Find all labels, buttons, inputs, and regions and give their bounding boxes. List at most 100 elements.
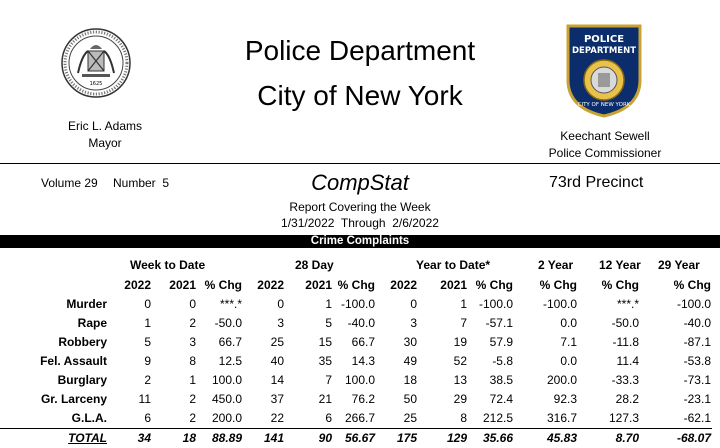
table-cell: -57.1 (468, 314, 514, 333)
row-label: Rape (0, 314, 108, 333)
total-cell: 90 (285, 429, 333, 448)
total-cell: 8.70 (578, 429, 640, 448)
total-cell: 45.83 (514, 429, 578, 448)
total-cell: 141 (243, 429, 285, 448)
group-week-to-date: Week to Date (130, 258, 205, 272)
table-cell: 72.4 (468, 390, 514, 409)
table-cell: 5 (285, 314, 333, 333)
row-label: G.L.A. (0, 409, 108, 429)
table-cell: 127.3 (578, 409, 640, 429)
table-cell: 11 (108, 390, 152, 409)
table-cell: -53.8 (640, 352, 712, 371)
precinct-label: 73rd Precinct (549, 174, 643, 192)
table-cell: 212.5 (468, 409, 514, 429)
table-cell: 66.7 (333, 333, 376, 352)
table-cell: 18 (376, 371, 418, 390)
sub-pct: % Chg (640, 276, 712, 295)
table-cell: 200.0 (514, 371, 578, 390)
table-cell: 100.0 (197, 371, 243, 390)
table-cell: -62.1 (640, 409, 712, 429)
svg-text:CITY OF NEW YORK: CITY OF NEW YORK (578, 102, 631, 108)
table-cell: 7.1 (514, 333, 578, 352)
table-cell: 2 (152, 314, 197, 333)
report-dates: 1/31/2022 Through 2/6/2022 (0, 216, 720, 231)
report-covering: Report Covering the Week (0, 200, 720, 215)
table-cell: 0.0 (514, 314, 578, 333)
total-cell: 88.89 (197, 429, 243, 448)
table-cell: -100.0 (640, 295, 712, 314)
table-cell: 15 (285, 333, 333, 352)
table-cell: 316.7 (514, 409, 578, 429)
table-cell: 3 (243, 314, 285, 333)
table-cell: -5.8 (468, 352, 514, 371)
table-cell: 11.4 (578, 352, 640, 371)
row-label: Murder (0, 295, 108, 314)
table-cell: -73.1 (640, 371, 712, 390)
row-label: Burglary (0, 371, 108, 390)
table-cell: 92.3 (514, 390, 578, 409)
table-cell: -23.1 (640, 390, 712, 409)
table-cell: 30 (376, 333, 418, 352)
commissioner-title: Police Commissioner (530, 146, 680, 161)
sub-pct: % Chg (197, 276, 243, 295)
group-28-day: 28 Day (295, 258, 334, 272)
mayor-title: Mayor (50, 136, 160, 151)
sub-2022: 2022 (243, 276, 285, 295)
total-cell: 129 (418, 429, 468, 448)
group-2-year: 2 Year (538, 258, 573, 272)
commissioner-name: Keechant Sewell (530, 129, 680, 144)
table-total-row: TOTAL 34 18 88.89 141 90 56.67 175 129 3… (0, 429, 712, 448)
group-year-to-date: Year to Date* (416, 258, 490, 272)
table-cell: 266.7 (333, 409, 376, 429)
total-cell: 56.67 (333, 429, 376, 448)
table-cell: 25 (243, 333, 285, 352)
table-cell: 0 (108, 295, 152, 314)
table-cell: 76.2 (333, 390, 376, 409)
table-cell: 200.0 (197, 409, 243, 429)
table-cell: 28.2 (578, 390, 640, 409)
total-cell: 35.66 (468, 429, 514, 448)
table-cell: 13 (418, 371, 468, 390)
mayor-name: Eric L. Adams (50, 119, 160, 134)
table-cell: 2 (108, 371, 152, 390)
group-29-year: 29 Year (658, 258, 700, 272)
crime-table: 2022 2021 % Chg 2022 2021 % Chg 2022 202… (0, 276, 720, 448)
table-cell: -87.1 (640, 333, 712, 352)
table-cell: 7 (418, 314, 468, 333)
sub-pct: % Chg (333, 276, 376, 295)
table-cell: 100.0 (333, 371, 376, 390)
table-subheader-row: 2022 2021 % Chg 2022 2021 % Chg 2022 202… (0, 276, 712, 295)
table-cell: 66.7 (197, 333, 243, 352)
table-cell: 22 (243, 409, 285, 429)
table-cell: 40 (243, 352, 285, 371)
sub-2021: 2021 (418, 276, 468, 295)
total-cell: -68.07 (640, 429, 712, 448)
total-cell: 34 (108, 429, 152, 448)
table-cell: 52 (418, 352, 468, 371)
table-cell: -40.0 (333, 314, 376, 333)
table-cell: 3 (376, 314, 418, 333)
table-cell: 8 (152, 352, 197, 371)
total-cell: 175 (376, 429, 418, 448)
total-label: TOTAL (0, 429, 108, 448)
table-cell: 9 (108, 352, 152, 371)
sub-2022: 2022 (376, 276, 418, 295)
table-cell: 0 (152, 295, 197, 314)
table-cell: 25 (376, 409, 418, 429)
table-cell: 1 (418, 295, 468, 314)
table-cell: 50 (376, 390, 418, 409)
table-cell: 35 (285, 352, 333, 371)
table-cell: 2 (152, 390, 197, 409)
group-12-year: 12 Year (599, 258, 641, 272)
sub-pct: % Chg (468, 276, 514, 295)
table-cell: 1 (285, 295, 333, 314)
table-cell: 2 (152, 409, 197, 429)
table-cell: -100.0 (333, 295, 376, 314)
